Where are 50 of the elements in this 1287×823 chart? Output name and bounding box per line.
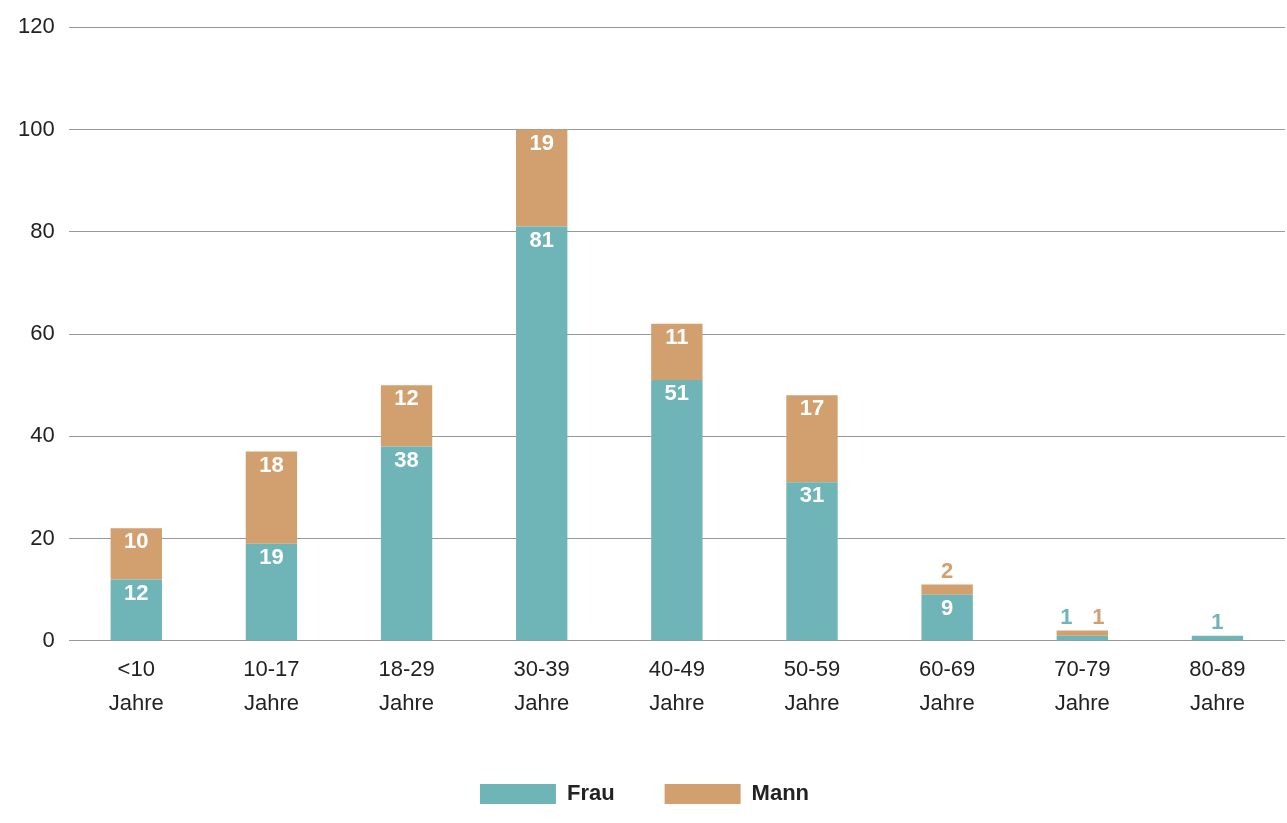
bar [786,482,838,641]
data-label: 17 [799,395,825,421]
x-tick-label: 70-79 Jahre [1054,655,1111,716]
data-label: 1 [1211,608,1224,634]
bar [1056,630,1108,636]
data-label: 12 [394,385,419,411]
data-label: 81 [529,226,554,252]
bar [245,451,298,544]
data-label: 38 [394,446,419,472]
y-tick-label: 40 [30,422,55,448]
x-tick-label: 80-89 Jahre [1189,655,1246,716]
x-tick-label: 18-29 Jahre [378,655,435,716]
x-tick-label: 40-49 Jahre [648,655,705,716]
y-tick-label: 0 [42,626,55,652]
data-label: 1 [1092,603,1105,629]
bar [516,129,568,227]
data-label: 12 [124,579,149,605]
legend-label: Mann [751,780,810,806]
bar [786,395,838,483]
bar [516,226,568,641]
data-label: 11 [665,323,689,349]
data-label: 31 [799,482,825,508]
y-tick-label: 100 [17,115,55,141]
bar [651,380,703,641]
legend-label: Frau [566,780,615,806]
data-label: 18 [259,451,284,477]
bar [651,323,703,381]
bar [110,579,162,641]
bar [921,594,973,641]
data-label: 10 [124,528,149,554]
x-tick-label: <10 Jahre [108,655,164,716]
data-label: 9 [941,594,954,620]
x-tick-label: 10-17 Jahre [243,655,300,716]
bar [245,543,298,641]
x-tick-label: 50-59 Jahre [783,655,841,716]
bar [380,446,433,641]
bar [380,385,433,447]
x-tick-label: 60-69 Jahre [919,655,976,716]
bar [110,528,162,580]
y-tick-label: 20 [30,524,55,550]
data-label: 2 [941,557,954,583]
y-tick-label: 120 [17,13,55,39]
data-label: 19 [259,543,284,569]
data-label: 1 [1060,603,1073,629]
y-tick-label: 80 [30,217,55,243]
x-tick-label: 30-39 Jahre [513,655,570,716]
data-label: 19 [529,129,554,155]
data-label: 51 [664,380,690,406]
y-tick-label: 60 [30,320,55,346]
bar [921,584,973,595]
